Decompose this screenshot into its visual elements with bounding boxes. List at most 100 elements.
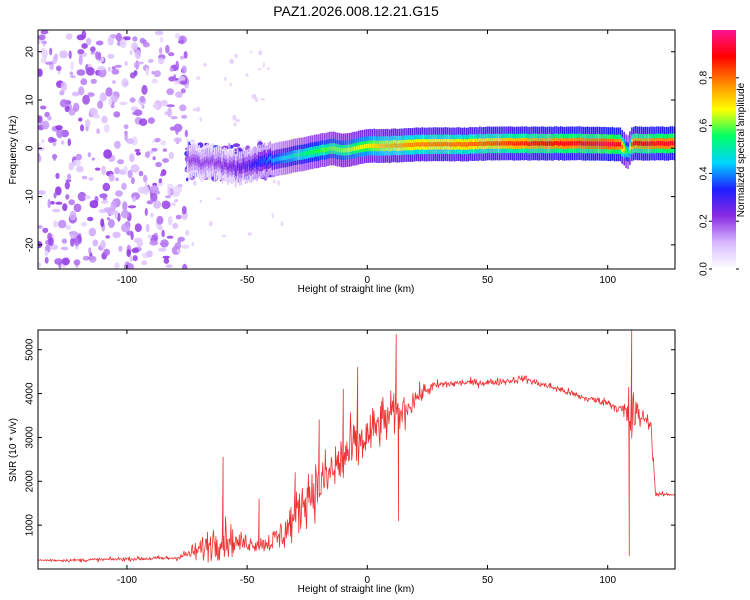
spectrogram-noise-blob — [110, 95, 118, 103]
spectrogram-y-axis-label: Frequency (Hz) — [8, 116, 19, 185]
spectrogram-x-tick-label: 0 — [365, 275, 371, 286]
spectrogram-noise-blob — [172, 222, 179, 229]
spectrogram-ridge-segment — [352, 146, 354, 151]
spectrogram-noise-blob — [118, 245, 123, 252]
spectrogram-noise-blob — [167, 187, 171, 197]
spectrogram-ridge-segment — [308, 150, 310, 155]
spectrogram-noise-blob — [59, 90, 65, 96]
spectrogram-noise-blob — [170, 116, 178, 120]
spectrogram-noise-blob — [113, 111, 121, 118]
spectrogram-noise-blob — [58, 219, 67, 229]
spectrogram-ridge-segment — [496, 141, 498, 146]
spectrogram-ridge-segment — [186, 154, 189, 159]
spectrogram-noise-blob — [127, 169, 133, 179]
spectrogram-ridge-segment — [565, 141, 568, 146]
spectrogram-y-ticks: -20 -10 0 10 20 — [25, 46, 675, 252]
spectrogram-ridge-segment — [584, 141, 587, 146]
spectrogram-noise-blob — [71, 91, 80, 97]
spectrogram-ridge-segment — [369, 143, 372, 148]
spectrogram-ridge-segment — [394, 143, 397, 148]
spectrogram-noise-blob — [154, 30, 164, 36]
spectrogram-noise-blob — [224, 76, 227, 81]
spectrogram-ridge-segment — [302, 152, 304, 157]
spectrogram-noise-blob — [73, 203, 82, 213]
spectrogram-noise-blob — [124, 61, 128, 66]
spectrogram-ridge-segment — [671, 140, 673, 146]
spectrogram-noise-blob — [172, 201, 176, 207]
spectrogram-ridge-segment — [542, 141, 545, 146]
spectrogram-noise-blob — [151, 78, 158, 84]
spectrogram-noise-blob — [40, 105, 47, 110]
snr-panel: -100 -50 0 50 100 1000 2000 3000 4000 5000 Heigh… — [8, 329, 676, 595]
spectrogram-noise-blob — [158, 57, 165, 65]
spectrogram-noise-blob — [190, 139, 196, 143]
spectrogram-ridge-segment — [408, 142, 410, 147]
spectrogram-ridge-segment — [415, 142, 418, 147]
spectrogram-ridge-segment — [284, 155, 287, 160]
spectrogram-noise-blob — [168, 151, 175, 160]
spectrogram-noise-blob — [129, 50, 133, 55]
spectrogram-ridge-segment — [398, 143, 400, 148]
spectrogram-ridge-segment — [194, 158, 197, 163]
spectrogram-ridge-segment — [467, 142, 470, 147]
spectrogram-ridge-segment — [213, 162, 216, 167]
spectrogram-noise-blob — [150, 212, 154, 218]
spectrogram-ridge-segment — [619, 142, 622, 147]
spectrogram-noise-blob — [77, 49, 85, 55]
spectrogram-noise-blob — [168, 52, 175, 57]
spectrogram-noise-blob — [55, 65, 62, 72]
spectrogram-ridge-segment — [617, 142, 620, 147]
spectrogram-noise-blob — [147, 59, 154, 63]
spectrogram-noise-blob — [40, 48, 46, 52]
spectrogram-ridge-segment — [540, 141, 543, 146]
spectrogram-noise-blob — [81, 43, 88, 49]
spectrogram-noise-blob — [117, 159, 125, 165]
spectrogram-ridge-segment — [419, 142, 422, 147]
spectrogram-ridge-segment — [354, 146, 356, 151]
spectrogram-ridge-segment — [267, 157, 270, 162]
spectrogram-ridge-segment — [298, 152, 300, 157]
spectrogram-noise-blob — [232, 114, 237, 121]
spectrogram-noise-blob — [119, 101, 128, 106]
spectrogram-noise-blob — [73, 259, 81, 266]
spectrogram-ridge-segment — [425, 142, 427, 147]
spectrogram-noise-blob — [78, 86, 85, 96]
spectrogram-noise-blob — [133, 61, 140, 69]
spectrogram-noise-blob — [151, 147, 158, 152]
spectrogram-ridge-segment — [321, 147, 323, 152]
spectrogram-noise-blob — [99, 92, 107, 102]
spectrogram-ridge-segment — [265, 160, 268, 165]
spectrogram-noise-blob — [103, 149, 112, 159]
spectrogram-ridge-segment — [554, 141, 556, 146]
spectrogram-ridge-segment — [575, 141, 577, 146]
spectrogram-ridge-segment — [508, 141, 510, 146]
spectrogram-ridge-segment — [315, 149, 318, 154]
spectrogram-noise-blob — [77, 191, 87, 202]
spectrogram-ridge-segment — [486, 141, 489, 146]
colorbar-tick-label: 0.8 — [699, 70, 710, 84]
spectrogram-noise-blob — [146, 200, 154, 205]
spectrogram-noise-blob — [114, 167, 120, 175]
spectrogram-ridge-segment — [559, 140, 562, 146]
spectrogram-noise-blob — [74, 237, 80, 247]
spectrogram-ridge-segment — [304, 151, 306, 156]
spectrogram-noise-blob — [175, 214, 182, 220]
spectrogram-noise-blob — [131, 42, 139, 51]
spectrogram-ridge-segment — [217, 159, 220, 164]
spectrogram-ridge-segment — [279, 156, 281, 161]
spectrogram-ridge-segment — [365, 143, 368, 149]
spectrogram-ridge-segment — [246, 164, 248, 169]
colorbar: 0.0 0.2 0.4 0.6 0.8 Normalized spectral ampl… — [699, 30, 747, 276]
spectrogram-ridge-segment — [361, 144, 364, 150]
spectrogram-ridge-segment — [334, 146, 337, 152]
spectrogram-noise-blob — [45, 61, 53, 65]
spectrogram-noise-blob — [62, 203, 68, 212]
spectrogram-ridge-segment — [209, 159, 212, 164]
spectrogram-noise-blob — [129, 72, 136, 79]
spectrogram-ridge-segment — [256, 162, 258, 167]
spectrogram-noise-blob — [184, 129, 188, 138]
spectrogram-ridge-segment — [609, 142, 612, 147]
spectrogram-ridge-segment — [333, 146, 335, 151]
spectrogram-noise-blob — [104, 207, 113, 212]
spectrogram-ridge-segment — [433, 142, 435, 147]
